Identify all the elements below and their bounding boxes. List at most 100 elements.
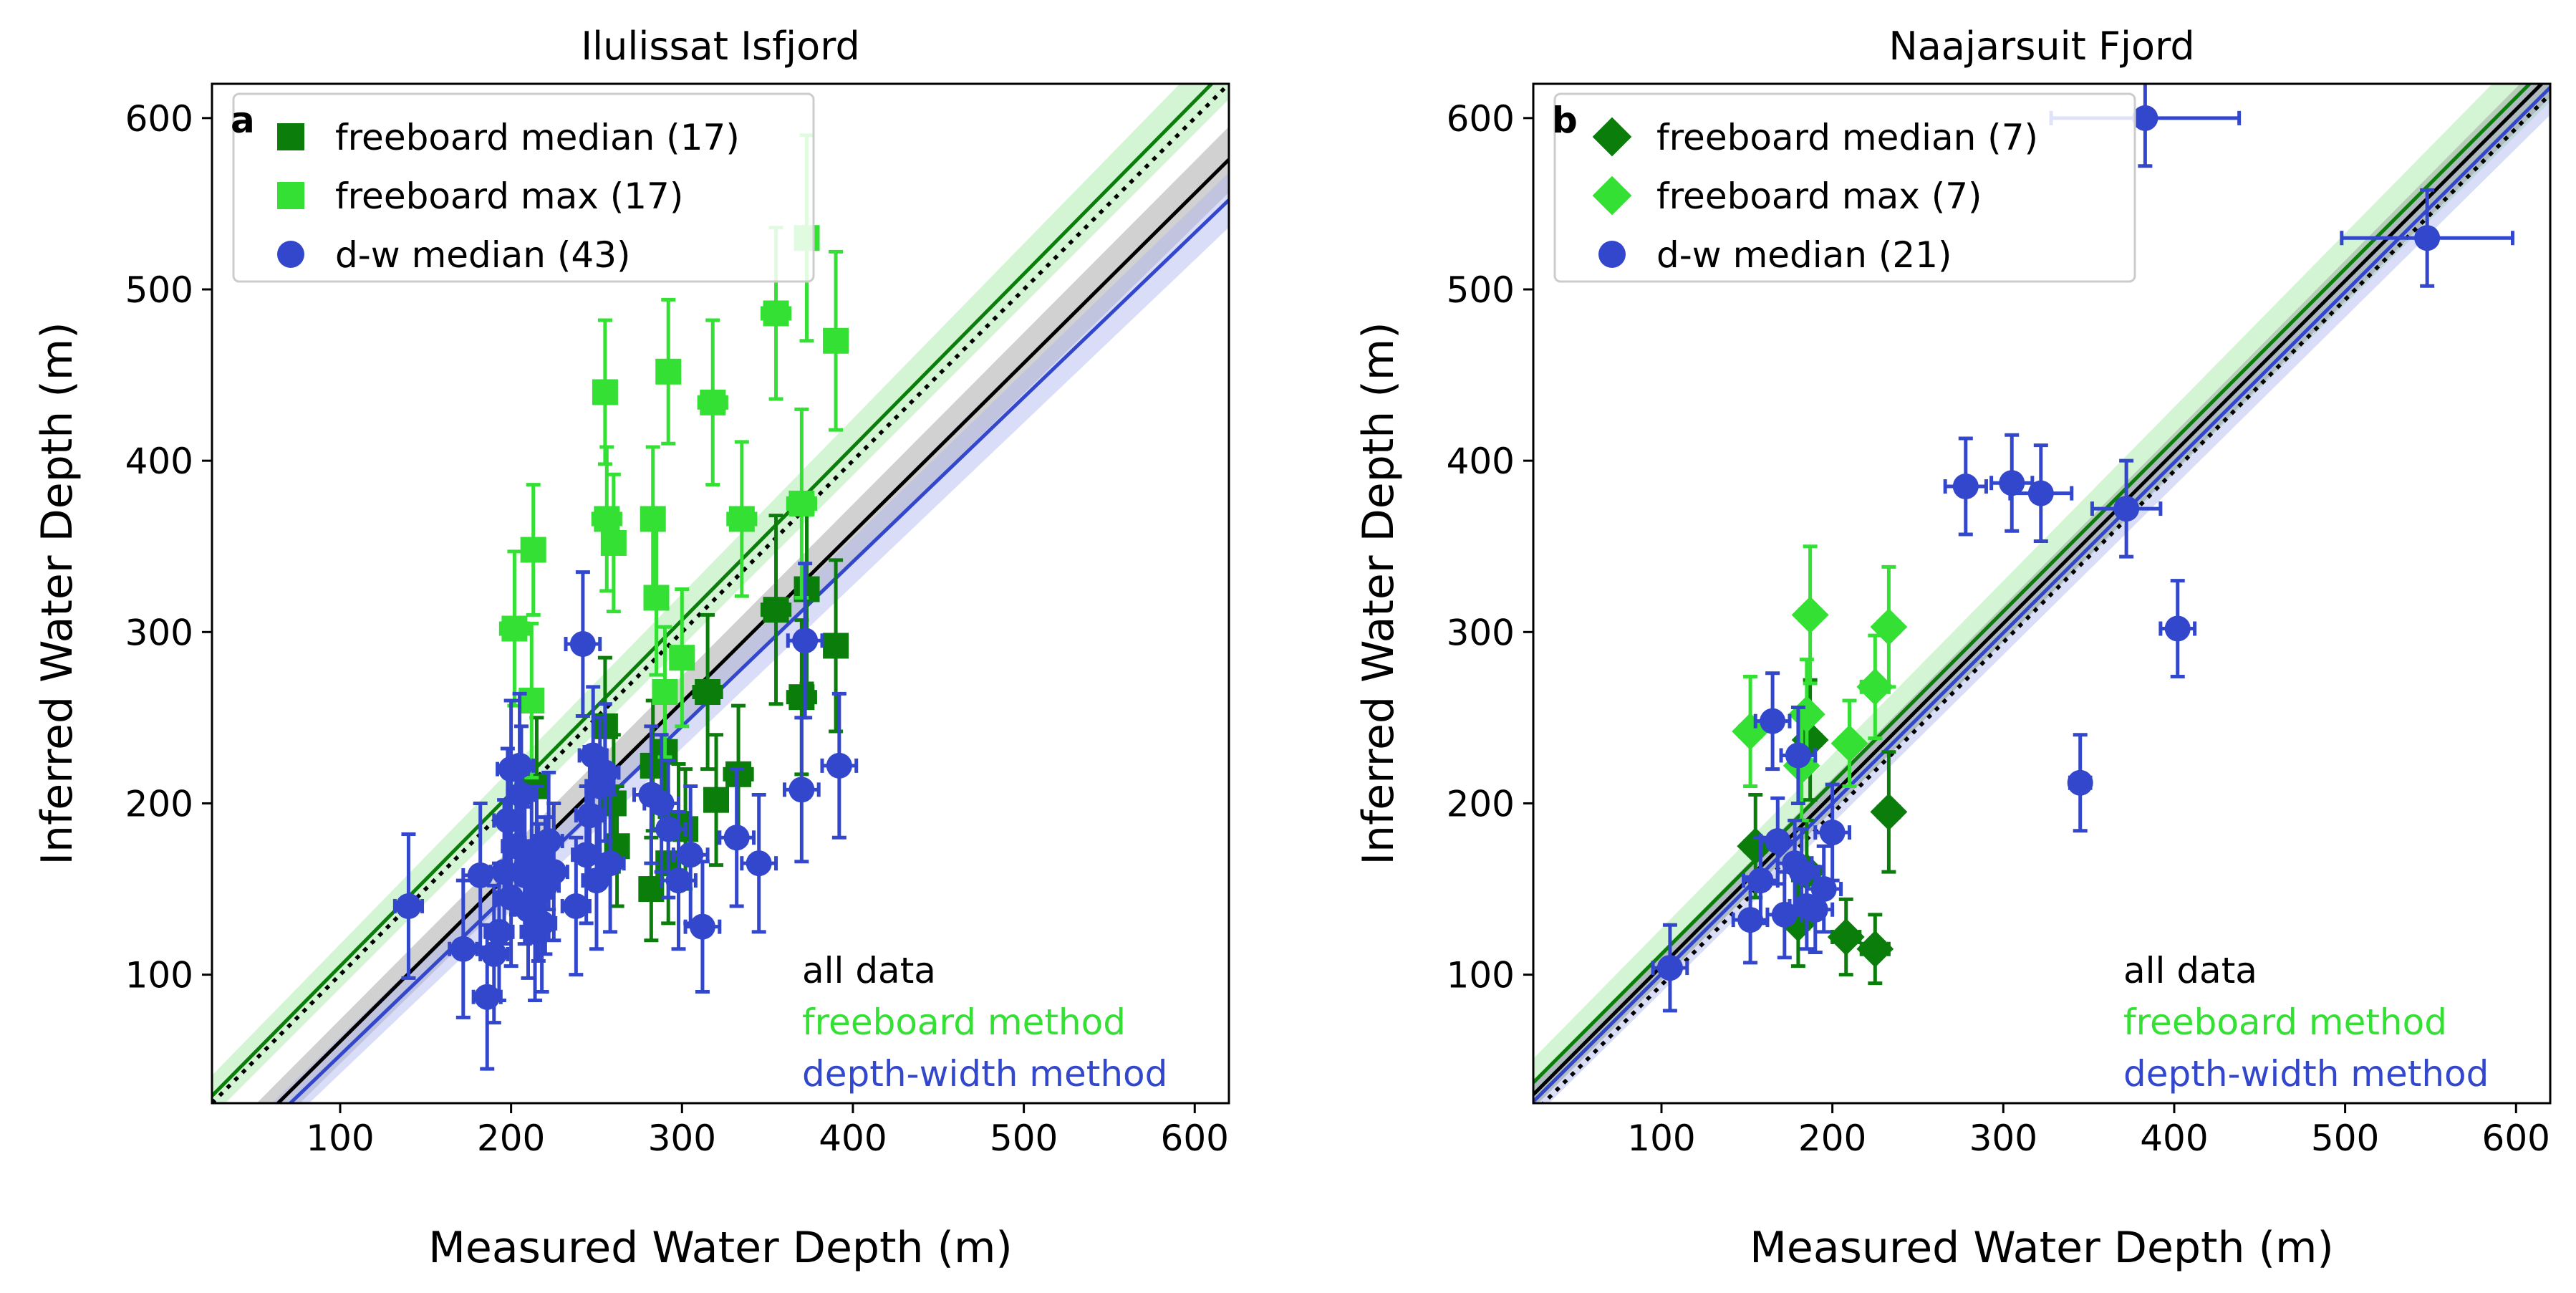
x-tick-label: 300 [648, 1117, 716, 1159]
method-annotation: depth-width method [2123, 1053, 2489, 1095]
diamond-marker [1856, 930, 1894, 968]
square-marker [823, 633, 849, 659]
data-point [718, 767, 756, 908]
y-tick-label: 600 [1447, 98, 1515, 140]
panel-a-fit-line-1-1 [212, 84, 1229, 1103]
y-tick-label: 500 [1447, 269, 1515, 311]
circle-marker [1765, 828, 1791, 855]
x-tick-label: 200 [477, 1117, 545, 1159]
panel-b-legend: freeboard median (7) freeboard max (7) d-w… [1553, 92, 2136, 283]
method-annotation: depth-width method [802, 1053, 1167, 1095]
data-point [1870, 564, 1908, 689]
legend-label: d-w median (21) [1656, 234, 1952, 276]
diamond-marker [1856, 668, 1894, 706]
circle-marker [494, 807, 521, 834]
square-marker [703, 787, 730, 813]
data-point [692, 612, 723, 772]
circle-marker [648, 790, 675, 817]
square-marker [763, 300, 789, 327]
circle-marker [450, 936, 476, 962]
square-marker [518, 687, 545, 713]
circle-marker [541, 859, 567, 885]
square-marker [655, 358, 682, 385]
diamond-marker [1827, 918, 1865, 956]
circle-marker [563, 893, 589, 919]
panel-b: 100 200 300 400 500 600 100 200 300 400 500 600 Naaj… [1354, 24, 2552, 1273]
legend-label: d-w median (43) [335, 234, 631, 276]
circle-marker [2027, 480, 2054, 506]
panel-a-letter: a [231, 100, 255, 141]
data-point [1870, 750, 1908, 874]
y-tick-label: 600 [125, 98, 193, 140]
circle-marker [2132, 105, 2158, 131]
circle-marker [1747, 867, 1774, 894]
y-tick-label: 200 [125, 783, 193, 825]
circle-marker [1810, 876, 1837, 903]
legend-box [232, 92, 815, 283]
panel-b-series-d-w-median-21- [1651, 84, 2514, 1013]
panel-a-fit-line-freeboard [212, 84, 1215, 1097]
data-point [820, 691, 859, 840]
circle-marker [1819, 819, 1846, 846]
panel-a-axes-frame [211, 82, 1230, 1105]
circle-marker [467, 862, 493, 888]
method-annotation: freeboard method [2123, 1001, 2447, 1043]
method-annotation: all data [2123, 950, 2257, 991]
circle-marker [569, 631, 596, 658]
data-point [498, 549, 531, 708]
panel-a-fit-line-all-data [275, 158, 1229, 1103]
square-marker [669, 645, 695, 671]
data-point [496, 698, 527, 840]
x-tick-label: 100 [306, 1117, 374, 1159]
data-point [1779, 706, 1818, 805]
data-point [703, 733, 730, 867]
circle-marker [1656, 955, 1683, 981]
data-point [1856, 913, 1894, 986]
panel-b-fit-line-depth-width [1533, 86, 2550, 1103]
panel-b-fit-line-freeboard [1533, 84, 2532, 1085]
x-tick-label: 100 [1627, 1117, 1695, 1159]
data-point [538, 801, 569, 943]
legend-label: freeboard median (7) [1656, 117, 2038, 158]
y-tick-label: 100 [1447, 955, 1515, 996]
circle-marker [583, 867, 609, 894]
circle-marker [826, 752, 852, 779]
data-point [600, 472, 627, 614]
x-tick-label: 400 [819, 1117, 887, 1159]
panel-b-plot-area [1533, 84, 2550, 1103]
panel-a-series-freeboard-max-17- [498, 133, 849, 780]
data-point [594, 793, 626, 934]
diamond-marker [1788, 696, 1825, 734]
data-point [591, 445, 622, 593]
circle-marker [2067, 769, 2093, 796]
data-point [740, 793, 778, 934]
panel-b-title: Naajarsuit Fjord [1888, 24, 2194, 69]
circle-marker [1952, 474, 1979, 500]
data-point [782, 716, 821, 864]
data-point [520, 483, 546, 617]
circle-marker [1802, 896, 1828, 923]
data-point [2340, 188, 2514, 288]
data-point [786, 407, 817, 600]
x-tick-label: 600 [2482, 1117, 2550, 1159]
data-point [589, 702, 621, 843]
circle-marker [592, 759, 618, 786]
square-marker [501, 615, 528, 642]
circle-marker [486, 918, 512, 945]
circle-marker [474, 984, 501, 1010]
data-point [392, 832, 425, 980]
data-point [1732, 674, 1770, 789]
x-tick-label: 500 [990, 1117, 1058, 1159]
data-point [564, 570, 602, 718]
circle-marker [2113, 496, 2140, 522]
data-point [760, 514, 792, 706]
panel-a-band-all-data [256, 126, 1229, 1103]
legend-square-marker [277, 123, 304, 150]
y-tick-label: 300 [1447, 612, 1515, 653]
panel-a-legend: freeboard median (17) freeboard max (17) d… [232, 92, 815, 283]
circle-marker [2164, 615, 2191, 642]
circle-marker [498, 756, 524, 782]
data-point [521, 784, 553, 926]
legend-diamond-marker [1592, 117, 1632, 157]
